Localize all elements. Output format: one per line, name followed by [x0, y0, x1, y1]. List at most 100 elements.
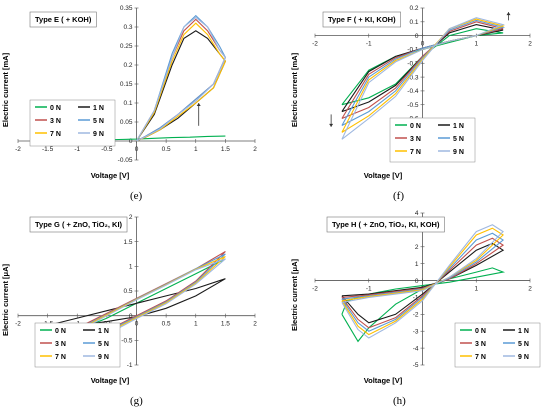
x-tick-label: 0.5	[162, 321, 171, 328]
y-tick-label: -0.05	[118, 157, 133, 164]
y-tick-label: -4	[413, 345, 419, 352]
y-tick-label: -0.3	[407, 74, 419, 81]
x-tick-label: 0.5	[162, 146, 171, 153]
y-tick-label: 0.35	[120, 5, 133, 12]
y-tick-label: 0.15	[120, 81, 133, 88]
y-tick-label: -5	[413, 362, 419, 369]
x-tick-label: -0.5	[101, 146, 113, 153]
panel-g: -2-1.5-1-0.500.511.52-1-0.500.511.52Type…	[0, 205, 275, 410]
legend-label: 1 N	[98, 328, 109, 335]
legend-label: 3 N	[55, 341, 66, 348]
legend-label: 7 N	[50, 131, 61, 138]
x-tick-label: 1	[474, 41, 478, 48]
title-frame	[326, 216, 445, 233]
series-line-7n	[341, 18, 505, 133]
x-tick-label: 1	[194, 146, 198, 153]
legend-label: 7 N	[55, 354, 66, 361]
caption-f: (f)	[393, 190, 404, 202]
y-tick-label: -1	[413, 295, 419, 302]
y-tick-label: 0.2	[409, 5, 418, 12]
y-tick-label: 0	[129, 313, 133, 320]
y-tick-label: 0.1	[409, 19, 418, 26]
x-tick-label: 2	[528, 286, 532, 293]
y-tick-label: -2	[413, 312, 419, 319]
y-tick-label: -0.4	[407, 88, 419, 95]
x-tick-label: -2	[312, 286, 318, 293]
x-tick-label: -1.5	[42, 146, 54, 153]
y-tick-label: 1.5	[123, 239, 132, 246]
chart-title-box: Type E ( + KOH)	[29, 11, 97, 28]
y-tick-label: 0	[129, 138, 133, 145]
x-tick-label: 0	[135, 321, 139, 328]
x-tick-label: 1.5	[221, 146, 230, 153]
y-tick-label: 0	[415, 278, 419, 285]
legend-label: 5 N	[98, 341, 109, 348]
legend-label: 0 N	[50, 105, 61, 112]
series-line-0n	[341, 267, 506, 343]
y-tick-label: 0	[415, 33, 419, 40]
arrow-head	[196, 103, 201, 106]
series-line-5n	[136, 14, 227, 142]
y-tick-label: 0.05	[120, 119, 133, 126]
y-axis-label: Electric current [mA]	[290, 52, 299, 127]
series-line-3n	[136, 18, 227, 142]
y-tick-label: 2	[415, 244, 419, 251]
arrow-head	[506, 12, 511, 16]
x-tick-label: 1	[474, 286, 478, 293]
chart-type-f: -2-1012-0.9-0.8-0.7-0.6-0.5-0.4-0.3-0.2-…	[290, 5, 532, 180]
legend-label: 9 N	[98, 354, 109, 361]
x-tick-label: -1	[366, 41, 372, 48]
y-tick-label: -0.1	[407, 47, 419, 54]
series-line-3n	[341, 21, 504, 120]
y-axis-label: Electric current [mA]	[1, 52, 10, 127]
legend-label: 0 N	[55, 328, 66, 335]
legend-label: 1 N	[93, 105, 104, 112]
chart-title: Type F ( + KI, KOH)	[328, 15, 396, 24]
x-tick-label: 0	[421, 41, 425, 48]
chart-type-g: -2-1.5-1-0.500.511.52-1-0.500.511.52Type…	[1, 214, 257, 385]
legend-label: 1 N	[453, 123, 464, 130]
legend-label: 5 N	[93, 118, 104, 125]
legend-label: 5 N	[518, 341, 529, 348]
x-tick-label: 1	[194, 321, 198, 328]
y-tick-label: 0.25	[120, 43, 133, 50]
title-frame	[29, 11, 97, 28]
x-tick-label: -1	[74, 146, 80, 153]
series-line-5n	[341, 232, 505, 332]
y-tick-label: -0.5	[407, 102, 419, 109]
y-tick-label: 0.5	[123, 288, 132, 295]
legend-label: 0 N	[475, 328, 486, 335]
x-tick-label: 2	[253, 146, 257, 153]
y-tick-label: 4	[415, 210, 419, 217]
chart-title-box: Type H ( + ZnO, TiO₂, KI, KOH)	[326, 216, 445, 233]
y-tick-label: 1	[415, 261, 419, 268]
legend-label: 3 N	[50, 118, 61, 125]
y-tick-label: -1	[127, 362, 133, 369]
series-line-1n	[47, 278, 226, 327]
panel-e: -2 -1.5 -1 -0.5 0 0.5 1 1.5 2 -0.05 0 0.05 0.1 0.15 0.…	[0, 0, 275, 205]
chart-title: Type H ( + ZnO, TiO₂, KI, KOH)	[332, 220, 440, 229]
x-tick-label: 2	[253, 321, 257, 328]
legend-label: 9 N	[93, 131, 104, 138]
series-line-9n	[136, 16, 227, 142]
y-tick-label: 0.3	[123, 24, 132, 31]
arrow-head	[329, 123, 334, 127]
y-tick-label: 2	[129, 214, 133, 221]
x-tick-label: -2	[15, 321, 21, 328]
chart-title: Type E ( + KOH)	[35, 15, 92, 24]
x-tick-label: 1.5	[221, 321, 230, 328]
series-line-7n	[136, 22, 227, 142]
y-tick-label: -0.2	[407, 60, 419, 67]
legend-label: 7 N	[410, 149, 421, 156]
series-line-1n	[341, 24, 504, 113]
series-line-1n	[341, 242, 505, 324]
panel-f: -2-1012-0.9-0.8-0.7-0.6-0.5-0.4-0.3-0.2-…	[275, 0, 550, 205]
legend-label: 9 N	[453, 149, 464, 156]
x-tick-label: -1	[366, 286, 372, 293]
series-line-3n	[341, 237, 505, 329]
legend-label: 3 N	[410, 136, 421, 143]
legend-label: 9 N	[518, 354, 529, 361]
caption-g: (g)	[130, 395, 143, 407]
